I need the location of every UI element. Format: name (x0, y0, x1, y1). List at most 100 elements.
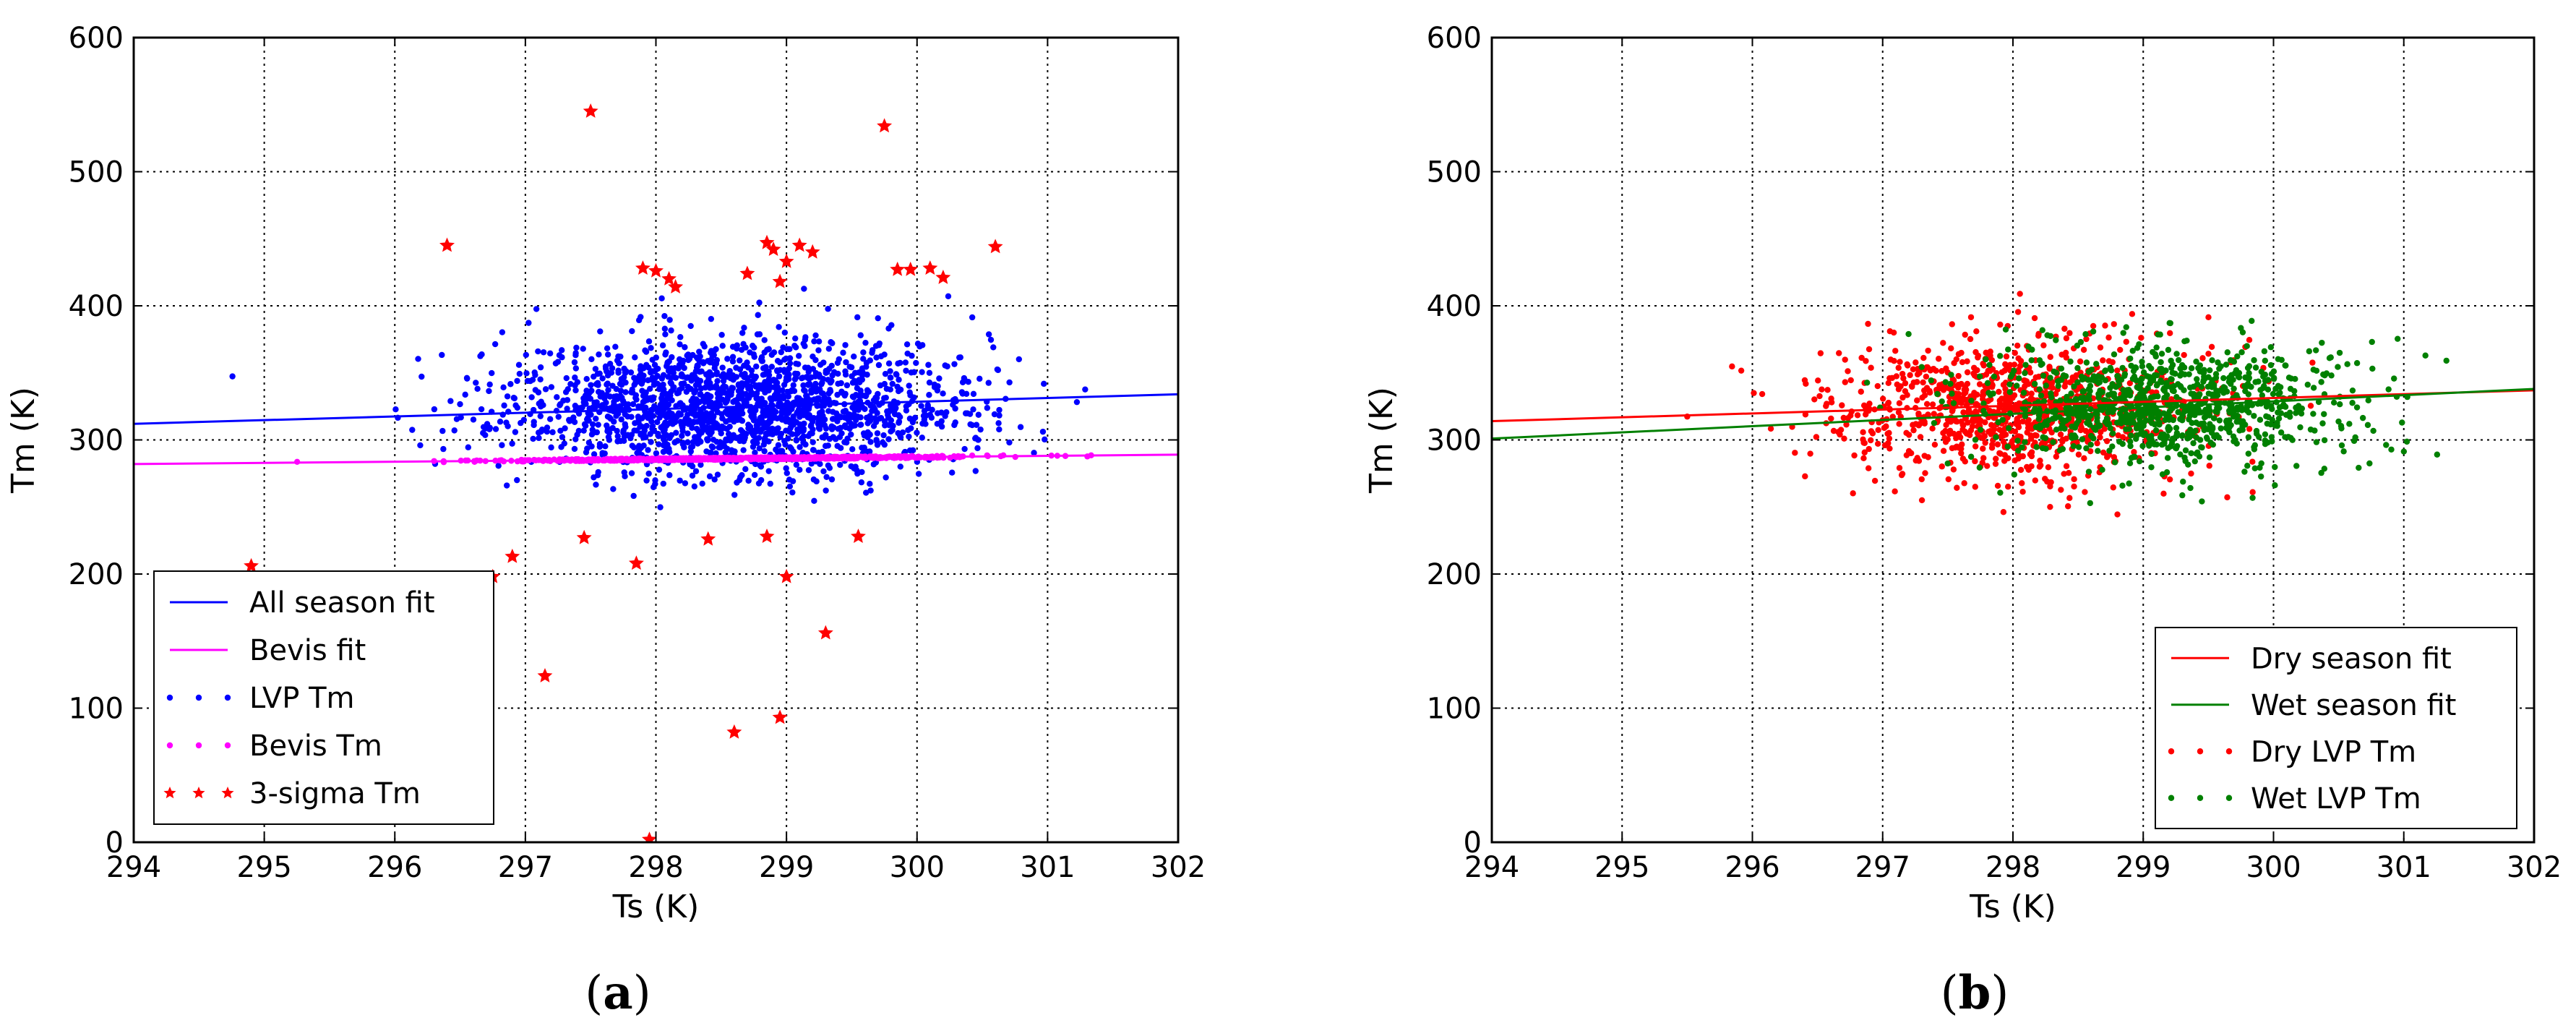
data-point (2075, 417, 2082, 424)
data-point (1984, 380, 1991, 387)
x-tick-label: 297 (498, 851, 553, 884)
data-point (594, 472, 601, 479)
data-point (701, 343, 708, 350)
data-point (2337, 401, 2343, 408)
data-point (2147, 418, 2154, 424)
series-wet-lvp-tm (1863, 317, 2450, 507)
data-point (2122, 390, 2129, 396)
data-point (654, 419, 661, 426)
data-point (750, 377, 756, 385)
data-point (2267, 344, 2275, 351)
data-point (858, 479, 865, 486)
data-point (2321, 411, 2327, 417)
data-point (621, 433, 628, 440)
data-point (583, 395, 590, 403)
data-point (671, 364, 678, 372)
data-point (731, 434, 738, 441)
data-point (1967, 427, 1975, 434)
data-point (593, 415, 599, 422)
data-point (951, 421, 958, 429)
data-point (2005, 483, 2012, 490)
data-point (505, 423, 511, 429)
data-point (572, 403, 579, 409)
data-point (2066, 495, 2073, 502)
data-point (2346, 421, 2353, 427)
data-point (965, 378, 971, 385)
data-point (781, 329, 789, 336)
data-point (715, 395, 721, 401)
plot-marks (1492, 291, 2534, 518)
data-point (643, 361, 650, 369)
data-point (1939, 398, 1945, 405)
data-point (815, 396, 822, 403)
x-tick-label: 299 (2116, 851, 2171, 884)
data-point (2087, 500, 2094, 507)
data-point (563, 374, 570, 382)
data-point (2138, 427, 2144, 434)
data-point (691, 483, 698, 490)
data-point (789, 478, 797, 484)
data-point (2312, 347, 2319, 354)
data-point (731, 492, 738, 498)
data-point (2249, 489, 2256, 495)
data-point-3-sigma (537, 668, 553, 682)
data-point (598, 403, 606, 410)
data-point (2028, 390, 2035, 397)
data-point (919, 420, 926, 427)
data-point (799, 374, 806, 381)
data-point (2223, 361, 2230, 368)
data-point (535, 389, 542, 395)
data-point (2147, 394, 2155, 401)
data-point (610, 486, 617, 492)
data-point (2022, 383, 2028, 390)
data-point (1964, 369, 1971, 376)
data-point (2056, 414, 2063, 421)
data-point (1887, 356, 1894, 363)
legend-handle-star (192, 787, 205, 799)
data-point (2128, 362, 2134, 369)
data-point (2269, 438, 2275, 445)
data-point (1910, 421, 1916, 428)
data-point (739, 417, 746, 424)
data-point (785, 435, 791, 442)
data-point (2257, 473, 2264, 480)
data-point (649, 356, 656, 363)
data-point (1902, 380, 1909, 387)
data-point (1879, 395, 1886, 402)
data-point (589, 421, 596, 428)
y-tick-label: 500 (69, 156, 124, 189)
data-point (2155, 331, 2161, 338)
data-point (1858, 354, 1865, 361)
data-point (2067, 358, 2074, 365)
data-point (2285, 374, 2293, 381)
data-point (885, 421, 893, 429)
data-point (849, 373, 855, 380)
data-point (697, 419, 704, 426)
data-point (542, 386, 549, 393)
data-point (2168, 376, 2174, 382)
data-point (2242, 388, 2249, 395)
data-point (2403, 438, 2410, 445)
data-point (1904, 361, 1910, 368)
data-point (684, 411, 691, 418)
data-point (1830, 427, 1837, 434)
legend-handle-dot (166, 694, 173, 701)
data-point (2153, 344, 2160, 351)
data-point (1964, 380, 1971, 388)
data-point (2103, 437, 2111, 445)
data-point (2231, 438, 2237, 445)
data-point (860, 349, 867, 356)
plot-marks (134, 103, 1178, 842)
data-point (674, 437, 681, 444)
data-point (2032, 477, 2039, 484)
data-point (1959, 359, 1966, 366)
data-point (741, 325, 747, 331)
data-point (2047, 483, 2053, 489)
x-tick-label: 295 (236, 851, 291, 884)
data-point (702, 411, 709, 417)
data-point (515, 361, 523, 368)
data-point (2189, 419, 2195, 427)
data-point (486, 426, 493, 432)
data-point (885, 436, 892, 442)
